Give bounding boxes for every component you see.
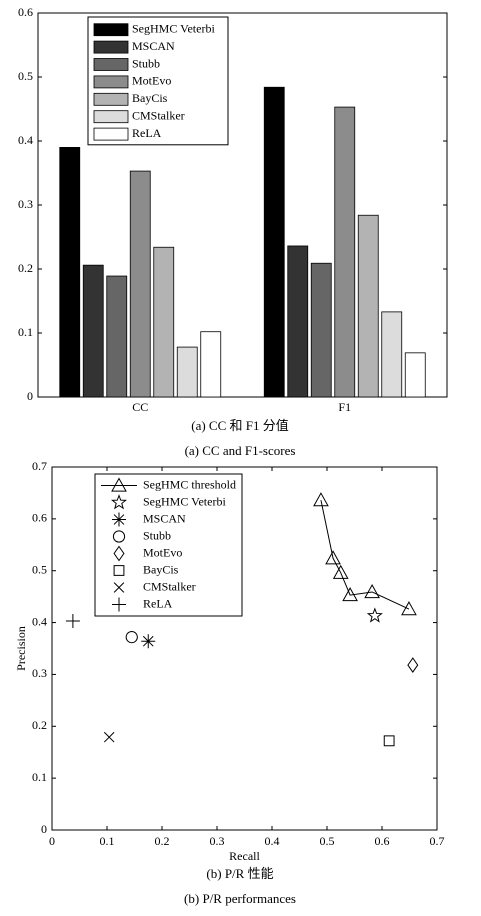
legend-label: Stubb: [143, 528, 171, 542]
bar: [357, 214, 379, 398]
legend-marker: [112, 597, 126, 612]
legend: SegHMC Veterbi MSCAN Stubb MotEvo BayCis CMSt…: [87, 16, 229, 146]
marker: [364, 583, 380, 599]
legend-marker: [113, 545, 125, 562]
legend-label: ReLA: [132, 126, 162, 140]
x-tick-label: 0.3: [210, 834, 225, 848]
y-tick-label: 0: [41, 822, 47, 836]
x-tick-label: 0.6: [375, 834, 390, 848]
y-tick-label: 0.1: [32, 770, 47, 784]
legend-label: SegHMC Veterbi: [143, 494, 226, 508]
legend-label: SegHMC threshold: [143, 477, 236, 491]
y-tick-label: 0.3: [32, 666, 47, 680]
y-tick-label: 0.1: [18, 325, 33, 339]
x-tick-label: 0.5: [320, 834, 335, 848]
x-tick-label: 0.2: [155, 834, 170, 848]
bar: [59, 146, 81, 398]
y-tick-label: 0.4: [32, 614, 47, 628]
bar: [310, 262, 332, 398]
marker: [383, 735, 395, 747]
legend-swatch: [93, 40, 129, 54]
legend-marker: [113, 582, 125, 593]
marker: [325, 550, 341, 565]
y-tick-label: 0.4: [18, 133, 33, 147]
y-tick-label: 0.6: [32, 511, 47, 525]
y-tick-label: 0.7: [32, 459, 47, 473]
marker: [65, 614, 80, 629]
legend-marker: [110, 494, 128, 510]
legend-swatch: [93, 23, 129, 37]
x-tick-label: 0.1: [100, 834, 115, 848]
bar: [381, 311, 403, 398]
caption: (b) P/R 性能: [206, 866, 273, 881]
bar: [129, 170, 151, 398]
y-tick-label: 0.2: [32, 718, 47, 732]
marker: [407, 657, 419, 673]
legend-label: MSCAN: [143, 511, 186, 525]
marker: [332, 564, 349, 579]
legend-swatch: [93, 127, 129, 141]
x-tick-label: 0: [49, 834, 55, 848]
legend-swatch: [93, 58, 129, 71]
legend-marker: [113, 565, 125, 576]
bar: [263, 86, 285, 398]
marker: [313, 492, 329, 507]
legend-label: CMStalker: [132, 108, 185, 122]
legend-label: BayCis: [132, 91, 168, 105]
legend-label: MotEvo: [132, 74, 171, 88]
y-tick-label: 0.5: [32, 562, 47, 576]
legend-swatch: [93, 110, 129, 124]
legend-label: CMStalker: [143, 579, 196, 593]
y-tick-label: 0.5: [18, 69, 33, 83]
x-axis-label: Recall: [229, 849, 260, 863]
marker: [342, 587, 358, 602]
bar: [153, 246, 175, 398]
y-tick-label: 0.6: [18, 5, 33, 19]
bar: [176, 346, 198, 398]
marker: [366, 607, 383, 623]
marker: [103, 731, 115, 743]
caption: (b) P/R performances: [184, 891, 296, 906]
bar: [334, 106, 356, 398]
y-axis-label: Precision: [14, 626, 28, 671]
y-tick-label: 0.3: [18, 197, 33, 211]
y-tick-label: 0: [27, 389, 33, 403]
legend-label: BayCis: [143, 562, 179, 576]
legend-marker: [111, 477, 127, 492]
legend-swatch: [93, 92, 129, 106]
bar: [287, 245, 309, 398]
marker: [401, 601, 417, 616]
x-tick-label: 0.7: [430, 834, 445, 848]
y-tick-label: 0.2: [18, 261, 33, 275]
caption: (a) CC 和 F1 分值: [191, 418, 289, 433]
legend: SegHMC threshold SegHMC Veterbi MSCAN Stubb…: [94, 473, 243, 617]
marker: [125, 630, 138, 644]
legend-label: ReLA: [143, 596, 173, 610]
legend-marker: [112, 530, 126, 543]
series-line: [320, 500, 410, 610]
x-tick-label: 0.4: [265, 834, 280, 848]
bar: [200, 331, 222, 398]
x-tick-label: F1: [338, 400, 351, 414]
bar: [106, 275, 128, 398]
legend-label: SegHMC Veterbi: [132, 21, 215, 35]
x-tick-label: CC: [132, 400, 148, 414]
legend-label: Stubb: [132, 56, 160, 70]
marker: [141, 634, 156, 649]
bar: [82, 264, 104, 398]
legend-label: MSCAN: [132, 39, 175, 53]
bar: [404, 352, 426, 398]
caption: (a) CC and F1-scores: [185, 443, 296, 458]
legend-label: MotEvo: [143, 545, 182, 559]
legend-marker: [112, 512, 126, 527]
legend-swatch: [93, 75, 129, 89]
